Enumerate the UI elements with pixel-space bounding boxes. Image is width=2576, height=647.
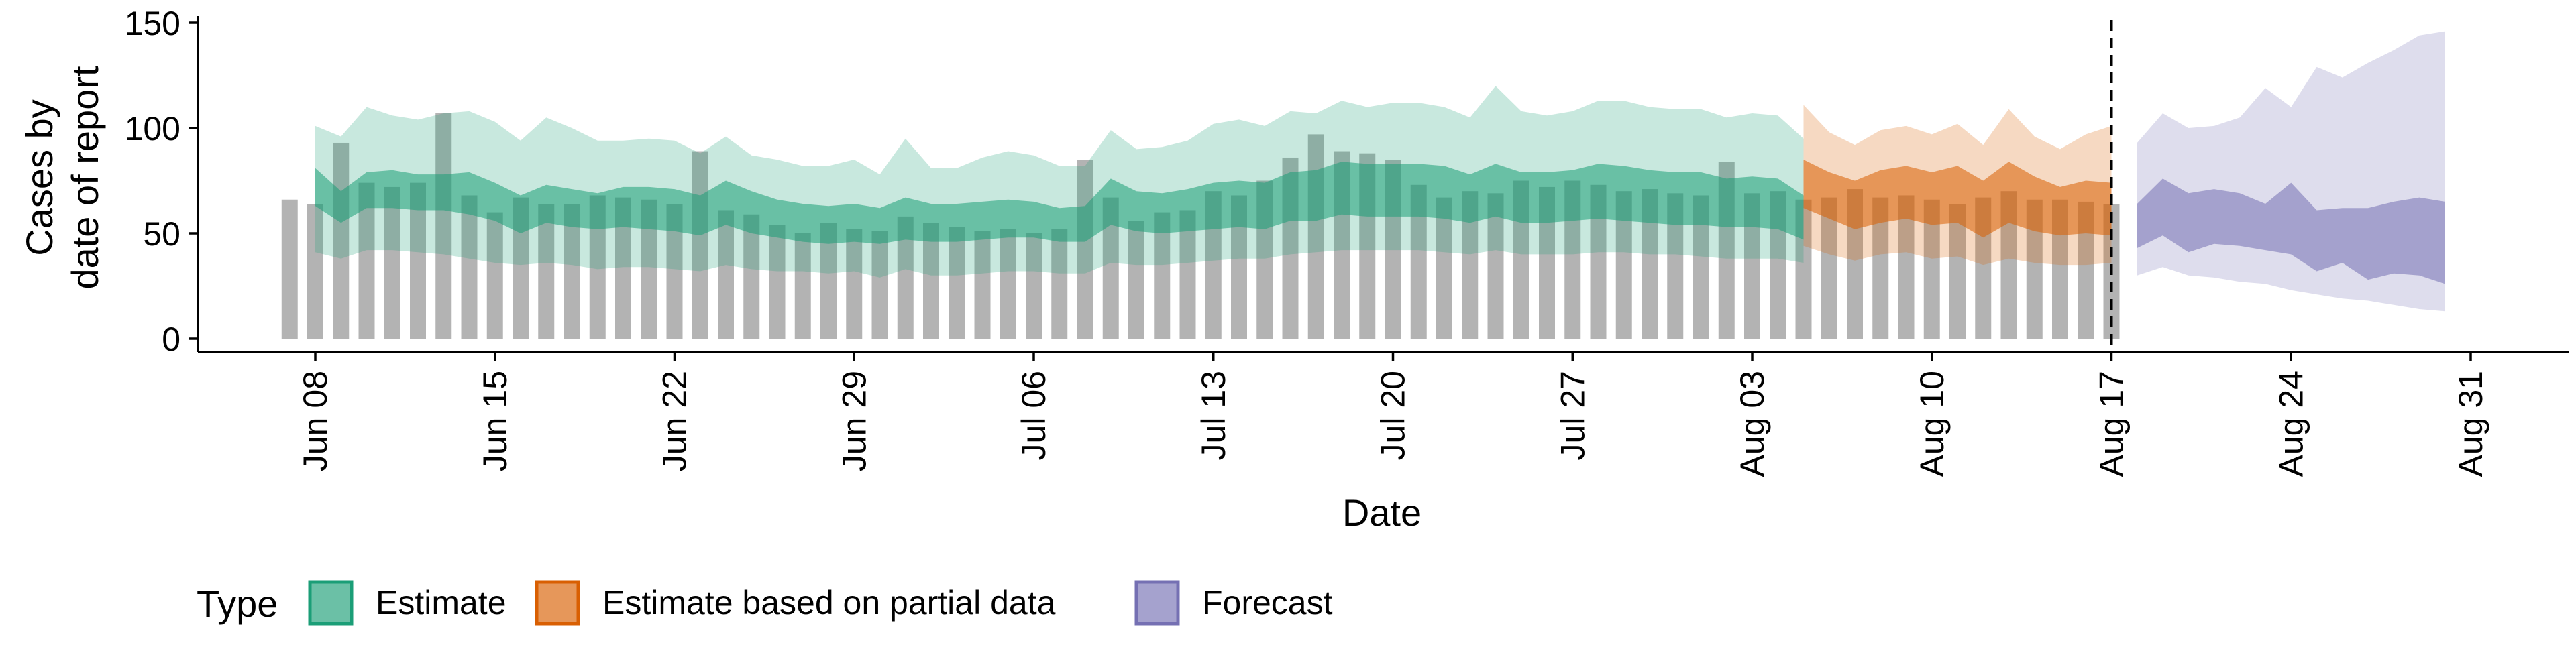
legend-entry-label: Forecast bbox=[1202, 584, 1333, 622]
x-tick-label: Jul 20 bbox=[1375, 371, 1412, 460]
y-axis-label-line-1: Cases by bbox=[18, 99, 60, 255]
y-tick-label: 100 bbox=[125, 110, 180, 148]
x-tick-label: Jul 13 bbox=[1195, 371, 1232, 460]
forecast-inner-band bbox=[2137, 178, 2445, 284]
legend-entry-label: Estimate bbox=[376, 584, 506, 622]
x-tick-label: Jun 29 bbox=[835, 371, 873, 471]
reported-cases-bar bbox=[871, 231, 888, 339]
axes: 0 50 100 150 Jun 08 Jun 15 Jun 22 Jun 29 Jul 06… bbox=[125, 5, 2569, 477]
x-tick-label: Aug 24 bbox=[2272, 371, 2310, 477]
x-tick-label: Jul 06 bbox=[1015, 371, 1053, 460]
legend-key-swatch bbox=[308, 580, 354, 626]
reported-cases-bar bbox=[1436, 197, 1452, 339]
x-tick-label: Aug 31 bbox=[2452, 371, 2489, 477]
reported-cases-bar bbox=[435, 113, 452, 339]
x-tick-label: Jun 15 bbox=[476, 371, 514, 471]
reported-cases-bar bbox=[743, 214, 760, 339]
reported-cases-bar bbox=[1949, 204, 1966, 339]
x-tick-label: Jun 08 bbox=[297, 371, 334, 471]
reported-cases-bar bbox=[384, 186, 400, 339]
legend-title: Type bbox=[197, 583, 278, 625]
reported-cases-bar bbox=[769, 225, 786, 339]
estimate-inner-band bbox=[315, 162, 1804, 244]
reported-cases-bar bbox=[1821, 197, 1837, 339]
legend-key-swatch bbox=[535, 580, 580, 626]
x-tick-label: Aug 10 bbox=[1913, 371, 1951, 477]
reported-cases-bar bbox=[1154, 212, 1171, 339]
reported-cases-bar bbox=[281, 199, 298, 339]
reported-cases-bar bbox=[1000, 229, 1016, 339]
y-ticks: 0 50 100 150 bbox=[125, 5, 198, 358]
x-tick-label: Aug 17 bbox=[2093, 371, 2131, 477]
reported-cases-bar bbox=[307, 204, 323, 339]
y-tick-label: 150 bbox=[125, 5, 180, 42]
y-tick-label: 0 bbox=[162, 320, 180, 358]
legend-entry-label: Estimate based on partial data bbox=[602, 584, 1056, 622]
estimate-based-on-partial-data-inner-band bbox=[1803, 160, 2112, 238]
x-tick-label: Aug 03 bbox=[1733, 371, 1771, 477]
x-ticks: Jun 08 Jun 15 Jun 22 Jun 29 Jul 06 Jul 13 Jul … bbox=[297, 352, 2489, 477]
reported-cases-bar bbox=[846, 229, 863, 339]
ribbon-layers bbox=[315, 31, 2445, 312]
reported-cases-bar bbox=[949, 227, 965, 339]
legend: Type Estimate Estimate based on partial d… bbox=[197, 580, 1333, 626]
reported-cases-bar bbox=[486, 212, 503, 339]
x-tick-label: Jun 22 bbox=[656, 371, 694, 471]
reported-cases-bar bbox=[1051, 229, 1068, 339]
x-tick-label: Jul 27 bbox=[1554, 371, 1591, 460]
reported-cases-bar bbox=[333, 142, 350, 339]
reported-cases-bar bbox=[538, 204, 555, 339]
reported-cases-bar bbox=[974, 231, 991, 339]
reported-cases-bar bbox=[794, 233, 811, 339]
reported-cases-bar bbox=[1026, 233, 1042, 339]
legend-key-swatch bbox=[1134, 580, 1180, 626]
y-tick-label: 50 bbox=[143, 215, 180, 253]
reported-cases-bar bbox=[461, 195, 478, 339]
reported-cases-bar bbox=[923, 223, 939, 339]
reported-cases-bar bbox=[1077, 160, 1093, 339]
y-axis-label-line-2: date of report bbox=[64, 66, 106, 290]
reported-cases-bar bbox=[1128, 221, 1144, 339]
reported-cases-bar bbox=[718, 210, 734, 339]
x-axis-label: Date bbox=[1342, 491, 1421, 534]
reported-cases-bar bbox=[692, 151, 708, 339]
